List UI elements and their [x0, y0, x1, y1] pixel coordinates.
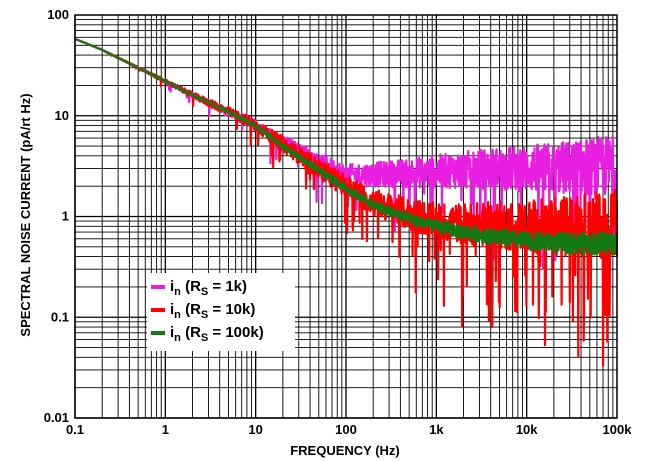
legend-label: in (RS = 1k): [170, 278, 247, 298]
legend-box: [147, 273, 295, 351]
y-tick-label: 100: [47, 7, 69, 22]
x-tick-label: 10: [248, 422, 262, 437]
series-line-3: [74, 37, 619, 256]
legend-label: in (RS = 100k): [170, 324, 264, 344]
x-tick-label: 1: [162, 422, 169, 437]
legend-label: in (RS = 10k): [170, 301, 255, 321]
plot-frame: [74, 14, 618, 419]
x-tick-label: 10k: [516, 422, 538, 437]
chart-axes: [74, 14, 618, 419]
y-tick-label: 1: [62, 209, 69, 224]
chart-legend: in (RS = 1k) in (RS = 10k) in (RS = 100k): [147, 273, 295, 351]
y-tick-label: 0.1: [51, 309, 69, 324]
y-axis-label: SPECTRAL NOISE CURRENT (pA/rt Hz): [18, 93, 33, 336]
x-tick-label: 100k: [603, 422, 633, 437]
x-tick-label: 0.1: [66, 422, 84, 437]
x-axis-label: FREQUENCY (Hz): [290, 443, 400, 458]
chart-series-layer: [74, 37, 619, 367]
y-tick-label: 10: [55, 108, 69, 123]
x-tick-label: 1k: [429, 422, 444, 437]
y-tick-label: 0.01: [44, 410, 69, 425]
x-tick-label: 100: [335, 422, 357, 437]
